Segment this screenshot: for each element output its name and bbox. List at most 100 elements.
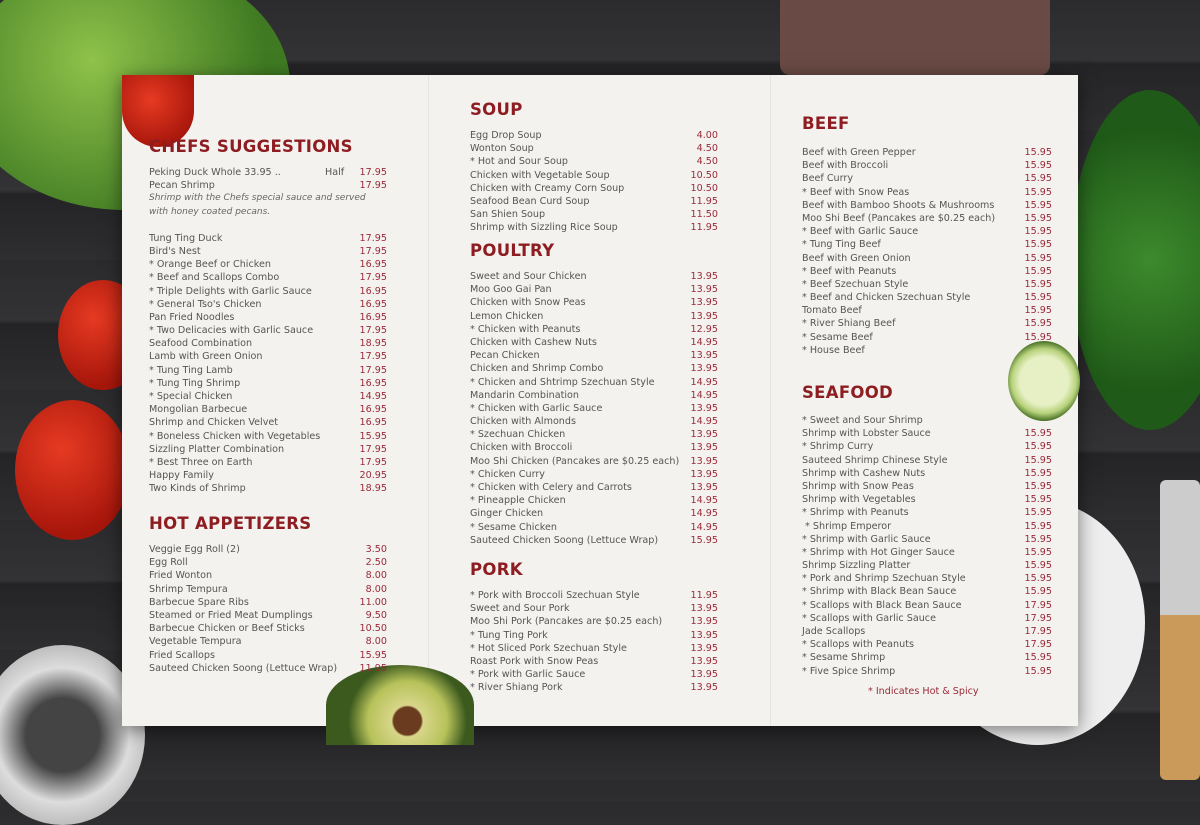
item-price: 15.95 <box>1024 160 1052 172</box>
menu-item: Tomato Beef 15.95 <box>802 304 1052 317</box>
menu-item: Beef with Green Onion 15.95 <box>802 252 1052 265</box>
menu-item: * Hot and Sour Soup 4.50 <box>470 155 718 168</box>
menu-item: Moo Shi Pork (Pancakes are $0.25 each) 13… <box>470 615 718 628</box>
menu-item: * House Beef <box>802 344 1052 357</box>
menu-item: Shrimp Tempura 8.00 <box>149 583 387 596</box>
item-name: * Orange Beef or Chicken <box>149 259 271 271</box>
item-name: Chicken with Almonds <box>470 416 576 428</box>
item-price: 13.95 <box>690 603 718 615</box>
item-price: 13.95 <box>690 350 718 362</box>
menu-item: Chicken with Cashew Nuts 14.95 <box>470 336 718 349</box>
menu-item: Shrimp with Snow Peas 15.95 <box>802 480 1052 493</box>
item-name: Beef with Broccoli <box>802 160 889 172</box>
item-price: 8.00 <box>365 570 387 582</box>
item-price: 11.95 <box>690 222 718 234</box>
menu-item: Mandarin Combination 14.95 <box>470 389 718 402</box>
item-price: 3.50 <box>365 544 387 555</box>
item-name: Vegetable Tempura <box>149 636 242 648</box>
item-name: * Chicken with Peanuts <box>470 323 581 335</box>
menu-item: Chicken with Snow Peas 13.95 <box>470 296 718 309</box>
item-name: * Shrimp with Black Bean Sauce <box>802 586 957 598</box>
item-price: 13.95 <box>690 669 718 681</box>
menu-panel <box>122 75 1080 745</box>
section-hot-appetizers: HOT APPETIZERS Veggie Egg Roll (2) 3.50 Eg… <box>149 514 387 675</box>
menu-item: Shrimp with Cashew Nuts 15.95 <box>802 467 1052 480</box>
menu-item: Sauteed Chicken Soong (Lettuce Wrap) 15.9… <box>470 534 718 547</box>
item-price: 15.95 <box>1024 252 1052 264</box>
item-name: Roast Pork with Snow Peas <box>470 655 599 667</box>
item-price: 15.95 <box>1024 212 1052 224</box>
item-price: 17.95 <box>1024 639 1052 651</box>
mortar-decoration <box>0 645 145 825</box>
item-name: Sauteed Shrimp Chinese Style <box>802 454 948 466</box>
menu-item: Mongolian Barbecue 16.95 <box>149 403 387 416</box>
menu-item: * Beef with Snow Peas 15.95 <box>802 186 1052 199</box>
item-name: * Tung Ting Shrimp <box>149 377 241 389</box>
item-price: 4.50 <box>696 156 718 168</box>
menu-item: Egg Drop Soup 4.00 <box>470 129 718 142</box>
menu-item: Pecan Chicken 13.95 <box>470 349 718 362</box>
item-name: * Chicken and Shtrimp Szechuan Style <box>470 376 655 388</box>
menu-item: Pan Fried Noodles 16.95 <box>149 311 387 324</box>
menu-item: Roast Pork with Snow Peas 13.95 <box>470 655 718 668</box>
item-price: 17.95 <box>359 364 387 376</box>
menu-item: * Chicken Curry 13.95 <box>470 468 718 481</box>
menu-item: Chicken and Shrimp Combo 13.95 <box>470 362 718 375</box>
item-price: 15.95 <box>1024 441 1052 453</box>
item-price: 13.95 <box>690 271 718 282</box>
item-name: * Sesame Shrimp <box>802 652 886 664</box>
item-price: 13.95 <box>690 363 718 375</box>
menu-item: Shrimp Sizzling Platter 15.95 <box>802 559 1052 572</box>
item-price: 14.95 <box>690 416 718 428</box>
menu-item: * Pork and Shrimp Szechuan Style 15.95 <box>802 572 1052 585</box>
item-name: Chicken with Snow Peas <box>470 297 586 309</box>
menu-item: Bird's Nest 17.95 <box>149 245 387 258</box>
item-price: 15.95 <box>1024 186 1052 198</box>
item-name: Sizzling Platter Combination <box>149 443 285 455</box>
item-price: 17.95 <box>359 272 387 284</box>
item-price: 16.95 <box>359 259 387 271</box>
item-name: Two Kinds of Shrimp <box>149 483 246 495</box>
menu-item: * River Shiang Pork 13.95 <box>470 681 718 694</box>
menu-item: Barbecue Chicken or Beef Sticks 10.50 <box>149 622 387 635</box>
item-price: 10.50 <box>690 182 718 194</box>
avocado-decoration <box>326 665 474 745</box>
item-price: 18.95 <box>359 338 387 350</box>
item-name: Beef Curry <box>802 173 853 185</box>
section-pork: PORK * Pork with Broccoli Szechuan Style… <box>470 560 718 695</box>
napkin-decoration <box>780 0 1050 75</box>
item-name: Egg Roll <box>149 557 188 569</box>
item-name: * Scallops with Black Bean Sauce <box>802 599 962 611</box>
item-name: Ginger Chicken <box>470 508 544 520</box>
item-name: * Szechuan Chicken <box>470 429 566 441</box>
item-name: Egg Drop Soup <box>470 130 542 141</box>
menu-item: * Best Three on Earth 17.95 <box>149 456 387 469</box>
item-name: * Shrimp with Hot Ginger Sauce <box>802 546 955 558</box>
item-description: Shrimp with the Chefs special sauce and … <box>149 193 366 217</box>
menu-item: Sweet and Sour Chicken 13.95 <box>470 270 718 283</box>
menu-item: * Pork with Garlic Sauce 13.95 <box>470 668 718 681</box>
item-name: Chicken with Vegetable Soup <box>470 169 610 181</box>
item-name: Moo Shi Beef (Pancakes are $0.25 each) <box>802 212 996 224</box>
item-name: Fried Scallops <box>149 649 216 661</box>
item-price: 15.95 <box>1024 520 1052 532</box>
item-price: 15.95 <box>1024 454 1052 466</box>
section-title: SEAFOOD <box>802 383 894 402</box>
menu-item: Chicken with Creamy Corn Soup 10.50 <box>470 182 718 195</box>
menu-item: * Beef Szechuan Style 15.95 <box>802 278 1052 291</box>
menu-item: * Sesame Chicken 14.95 <box>470 521 718 534</box>
item-price: 15.95 <box>1024 318 1052 330</box>
menu-item: Steamed or Fried Meat Dumplings 9.50 <box>149 609 387 622</box>
item-price: 15.95 <box>1024 533 1052 545</box>
menu-item: Fried Wonton 8.00 <box>149 569 387 582</box>
menu-item: Chicken with Broccoli 13.95 <box>470 441 718 454</box>
item-price: 11.50 <box>690 209 718 221</box>
menu-item: Sauteed Chicken Soong (Lettuce Wrap) 11.9… <box>149 662 387 675</box>
item-price: 15.95 <box>1024 507 1052 519</box>
item-name: Shrimp Sizzling Platter <box>802 560 911 572</box>
item-name: San Shien Soup <box>470 209 546 221</box>
item-name: * Special Chicken <box>149 391 233 403</box>
tomato-decoration <box>15 400 130 540</box>
item-name: Chicken with Broccoli <box>470 442 573 454</box>
item-name: * Scallops with Peanuts <box>802 639 914 651</box>
